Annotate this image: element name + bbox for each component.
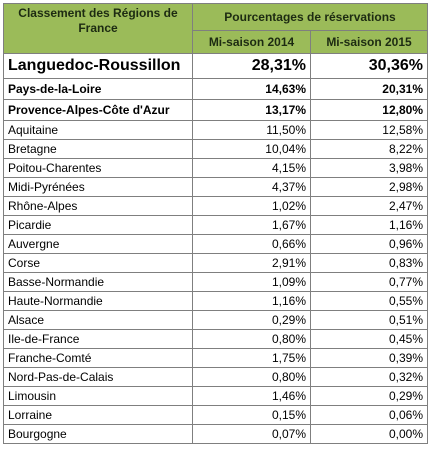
percent-cell: 0,15% xyxy=(192,405,311,425)
percent-cell: 1,16% xyxy=(310,215,428,235)
percent-cell: 30,36% xyxy=(310,53,428,79)
percent-cell: 0,29% xyxy=(192,310,311,330)
region-cell: Bourgogne xyxy=(3,424,193,444)
percent-cell: 0,55% xyxy=(310,291,428,311)
table-row: Lorraine 0,15% 0,06% xyxy=(3,405,428,425)
region-cell: Picardie xyxy=(3,215,193,235)
percent-cell: 4,37% xyxy=(192,177,311,197)
percent-cell: 1,16% xyxy=(192,291,311,311)
percent-cell: 1,75% xyxy=(192,348,311,368)
region-cell: Limousin xyxy=(3,386,193,406)
table-row: Bretagne 10,04% 8,22% xyxy=(3,139,428,159)
table-row: Provence-Alpes-Côte d'Azur 13,17% 12,80% xyxy=(3,99,428,121)
percent-cell: 0,39% xyxy=(310,348,428,368)
percent-cell: 0,45% xyxy=(310,329,428,349)
region-cell: Poitou-Charentes xyxy=(3,158,193,178)
percent-cell: 20,31% xyxy=(310,78,428,100)
region-cell: Languedoc-Roussillon xyxy=(3,53,193,79)
table-row: Languedoc-Roussillon 28,31% 30,36% xyxy=(3,53,428,79)
percent-cell: 11,50% xyxy=(192,120,311,140)
region-cell: Alsace xyxy=(3,310,193,330)
percent-cell: 2,47% xyxy=(310,196,428,216)
table-row: Franche-Comté 1,75% 0,39% xyxy=(3,348,428,368)
region-cell: Auvergne xyxy=(3,234,193,254)
percent-cell: 28,31% xyxy=(192,53,311,79)
table-row: Poitou-Charentes 4,15% 3,98% xyxy=(3,158,428,178)
percent-cell: 1,02% xyxy=(192,196,311,216)
column-header: Mi-saison 2014 xyxy=(192,30,311,54)
region-cell: Basse-Normandie xyxy=(3,272,193,292)
table-row: Corse 2,91% 0,83% xyxy=(3,253,428,273)
percent-cell: 0,06% xyxy=(310,405,428,425)
percent-cell: 0,07% xyxy=(192,424,311,444)
percent-cell: 13,17% xyxy=(192,99,311,121)
percent-cell: 0,83% xyxy=(310,253,428,273)
region-cell: Lorraine xyxy=(3,405,193,425)
region-cell: Midi-Pyrénées xyxy=(3,177,193,197)
region-header: Classement des Régions de France xyxy=(3,3,193,54)
region-cell: Rhône-Alpes xyxy=(3,196,193,216)
percent-cell: 1,67% xyxy=(192,215,311,235)
table-row: Bourgogne 0,07% 0,00% xyxy=(3,424,428,444)
column-header: Mi-saison 2015 xyxy=(310,30,428,54)
region-cell: Ile-de-France xyxy=(3,329,193,349)
percent-cell: 2,98% xyxy=(310,177,428,197)
region-cell: Nord-Pas-de-Calais xyxy=(3,367,193,387)
region-cell: Pays-de-la-Loire xyxy=(3,78,193,100)
reservation-table: Classement des Régions de France Pourcen… xyxy=(3,3,428,444)
percent-cell: 0,66% xyxy=(192,234,311,254)
table-row: Rhône-Alpes 1,02% 2,47% xyxy=(3,196,428,216)
percent-cell: 4,15% xyxy=(192,158,311,178)
region-cell: Franche-Comté xyxy=(3,348,193,368)
table-row: Pays-de-la-Loire 14,63% 20,31% xyxy=(3,78,428,100)
percent-cell: 0,00% xyxy=(310,424,428,444)
region-cell: Provence-Alpes-Côte d'Azur xyxy=(3,99,193,121)
region-cell: Corse xyxy=(3,253,193,273)
table-row: Limousin 1,46% 0,29% xyxy=(3,386,428,406)
table-body: Languedoc-Roussillon 28,31% 30,36% Pays-de-… xyxy=(3,53,428,444)
region-cell: Haute-Normandie xyxy=(3,291,193,311)
percent-cell: 3,98% xyxy=(310,158,428,178)
percent-cell: 0,51% xyxy=(310,310,428,330)
percent-cell: 0,96% xyxy=(310,234,428,254)
percent-cell: 2,91% xyxy=(192,253,311,273)
group-header: Pourcentages de réservations xyxy=(192,3,428,31)
region-cell: Aquitaine xyxy=(3,120,193,140)
table-row: Haute-Normandie 1,16% 0,55% xyxy=(3,291,428,311)
table-row: Ile-de-France 0,80% 0,45% xyxy=(3,329,428,349)
table-row: Alsace 0,29% 0,51% xyxy=(3,310,428,330)
percent-cell: 0,29% xyxy=(310,386,428,406)
percent-cell: 1,46% xyxy=(192,386,311,406)
table-row: Aquitaine 11,50% 12,58% xyxy=(3,120,428,140)
percent-cell: 12,80% xyxy=(310,99,428,121)
percent-cell: 1,09% xyxy=(192,272,311,292)
table-row: Auvergne 0,66% 0,96% xyxy=(3,234,428,254)
percent-cell: 0,77% xyxy=(310,272,428,292)
percent-cell: 0,32% xyxy=(310,367,428,387)
table-row: Basse-Normandie 1,09% 0,77% xyxy=(3,272,428,292)
table-row: Picardie 1,67% 1,16% xyxy=(3,215,428,235)
table-row: Midi-Pyrénées 4,37% 2,98% xyxy=(3,177,428,197)
table-row: Nord-Pas-de-Calais 0,80% 0,32% xyxy=(3,367,428,387)
region-cell: Bretagne xyxy=(3,139,193,159)
percent-cell: 12,58% xyxy=(310,120,428,140)
percent-cell: 0,80% xyxy=(192,367,311,387)
percent-cell: 0,80% xyxy=(192,329,311,349)
percent-cell: 14,63% xyxy=(192,78,311,100)
percent-cell: 10,04% xyxy=(192,139,311,159)
percent-cell: 8,22% xyxy=(310,139,428,159)
